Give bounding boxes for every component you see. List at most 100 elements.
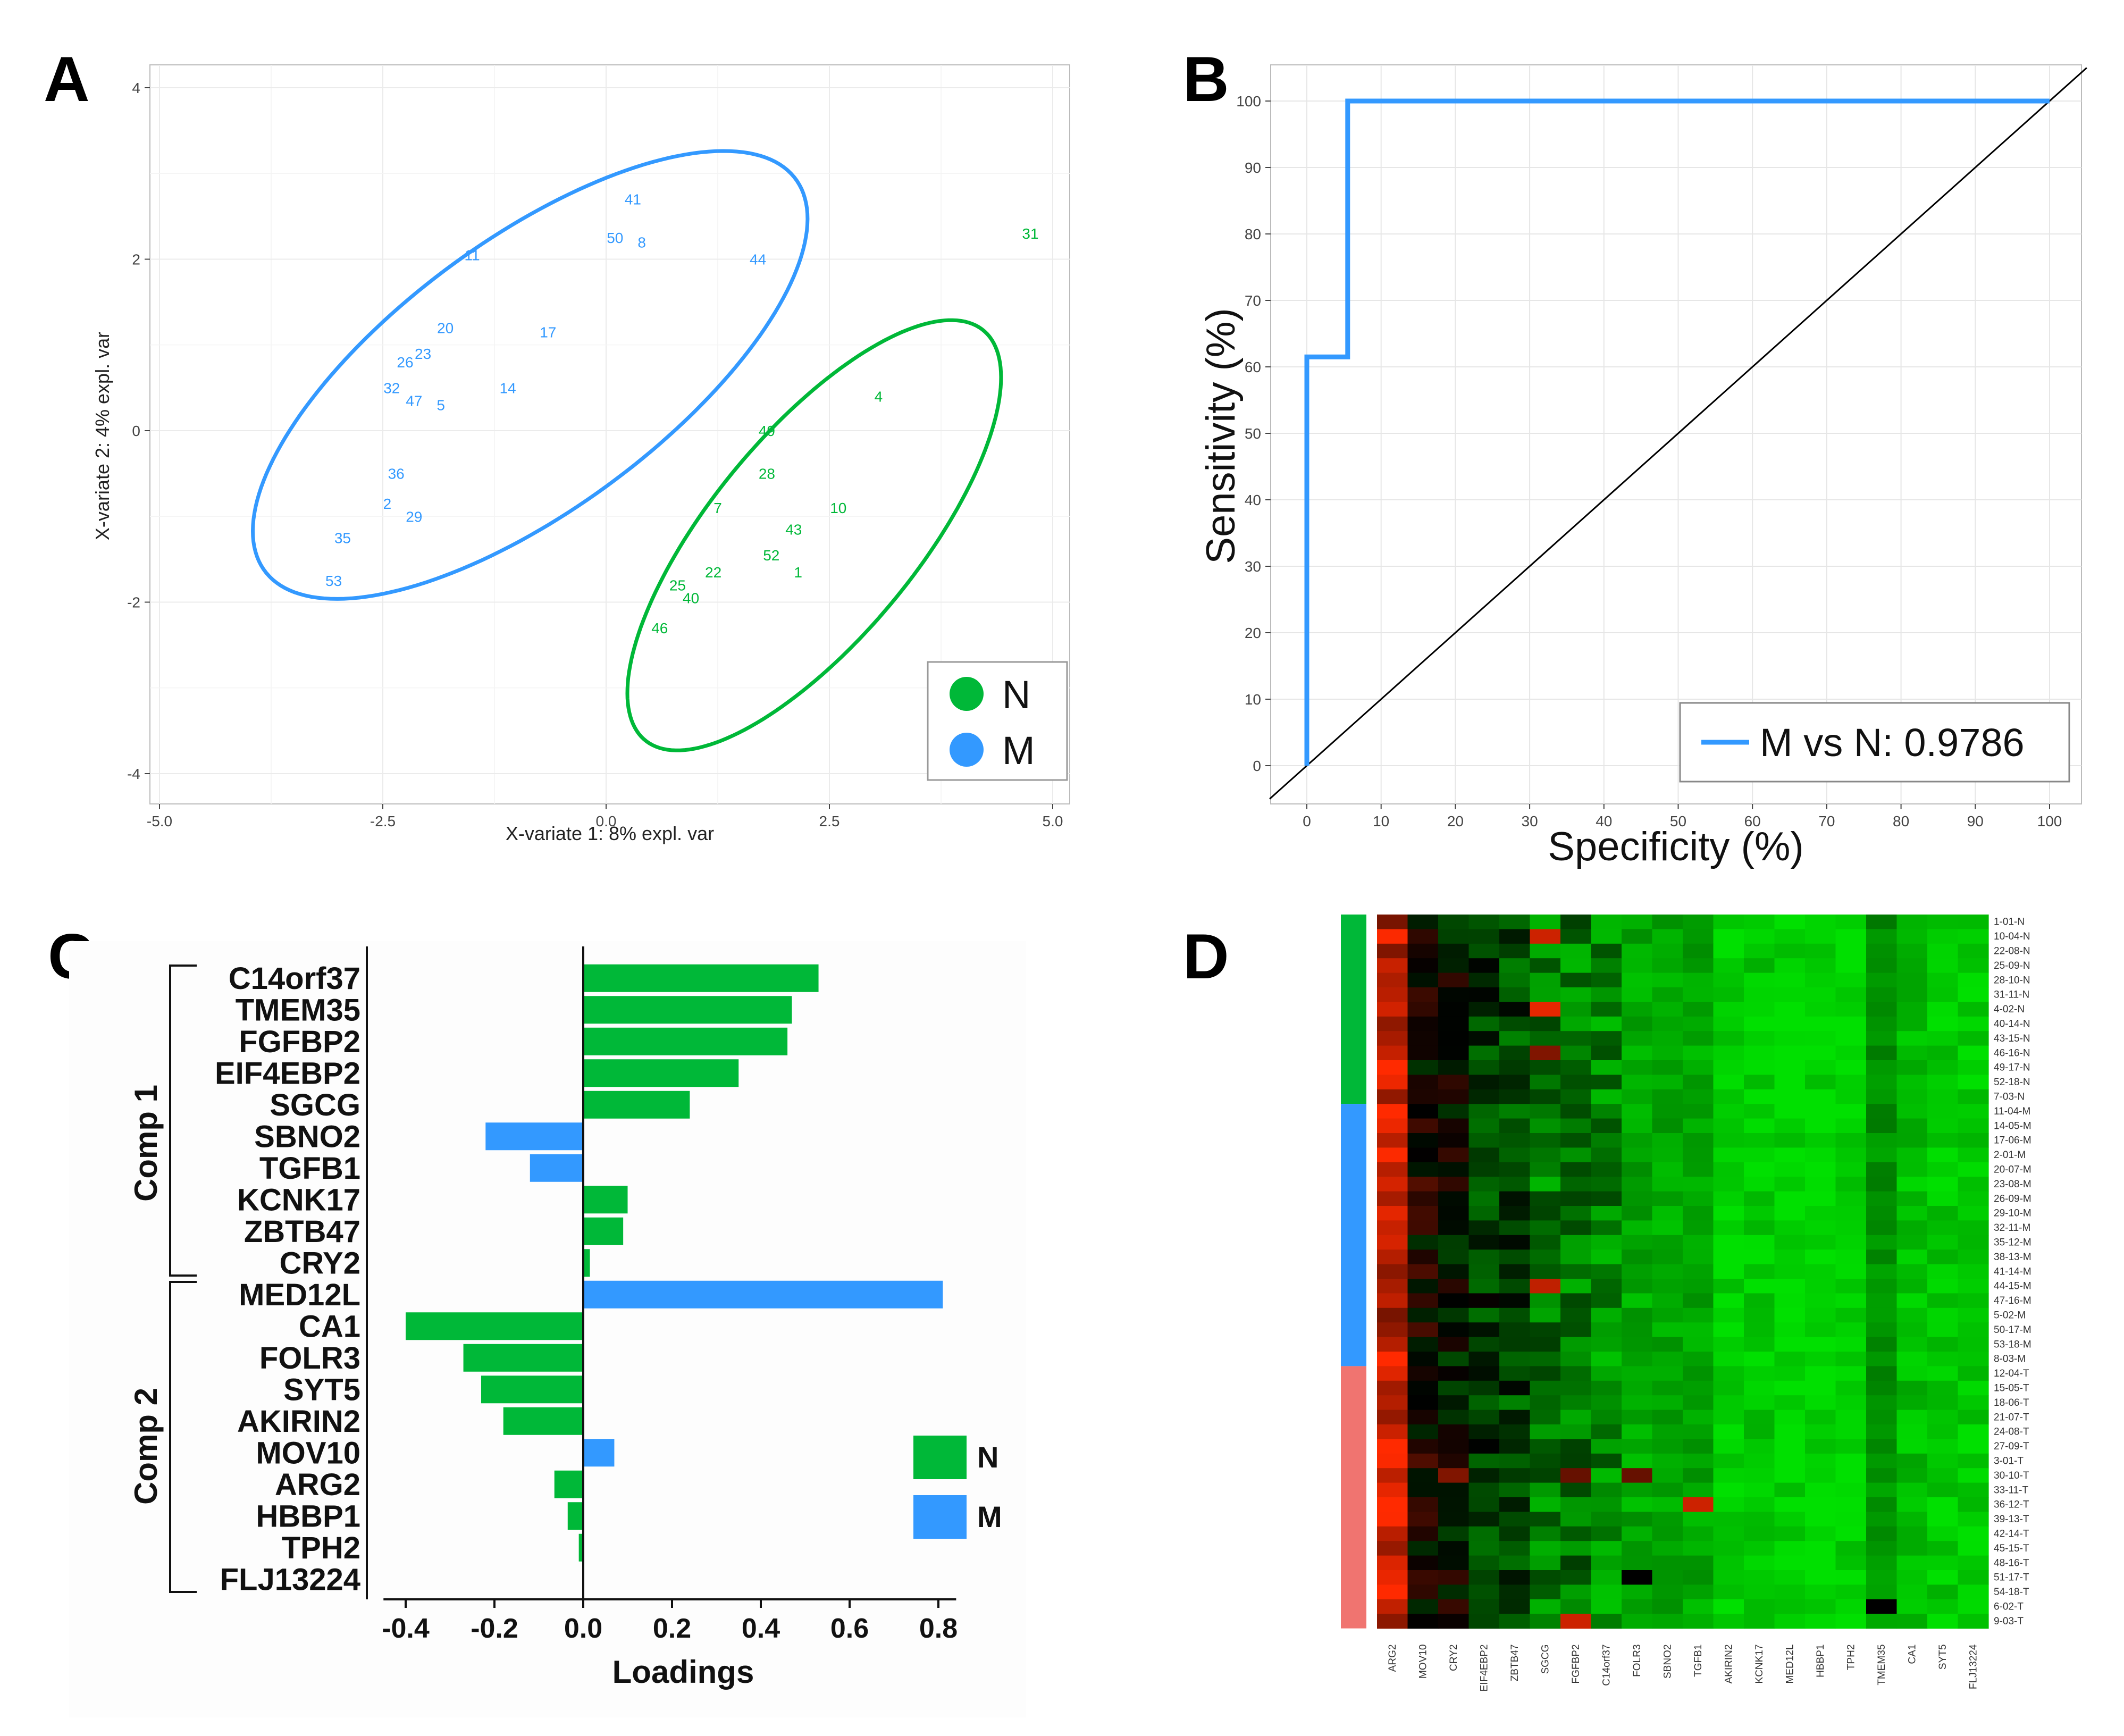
heatmap-cell bbox=[1866, 1279, 1898, 1294]
heatmap-cell bbox=[1407, 1264, 1439, 1279]
heatmap-cell bbox=[1744, 1497, 1775, 1512]
heatmap-cell bbox=[1744, 1555, 1775, 1571]
heatmap-cell bbox=[1805, 1279, 1836, 1294]
heatmap-cell bbox=[1774, 1410, 1806, 1425]
heatmap-cell bbox=[1683, 1570, 1714, 1585]
roc-x-axis-title: Specificity (%) bbox=[1548, 824, 1803, 869]
heatmap-cell bbox=[1713, 1599, 1744, 1614]
heatmap-cell bbox=[1683, 1060, 1714, 1075]
heatmap-cell bbox=[1744, 1366, 1775, 1381]
heatmap-cell bbox=[1896, 1118, 1928, 1134]
heatmap-cell bbox=[1591, 1089, 1622, 1104]
heatmap-cell bbox=[1468, 1002, 1500, 1017]
heatmap-row-label: 39-13-T bbox=[1994, 1514, 2029, 1525]
heatmap-cell bbox=[1622, 1002, 1653, 1017]
gene-label: FGFBP2 bbox=[239, 1025, 360, 1059]
heatmap-cell bbox=[1377, 1206, 1408, 1221]
heatmap-cell bbox=[1499, 1352, 1531, 1366]
sample-point: 40 bbox=[683, 590, 699, 606]
heatmap-cell bbox=[1805, 972, 1836, 988]
heatmap-cell bbox=[1744, 1614, 1775, 1629]
heatmap-cell bbox=[1530, 1075, 1561, 1090]
heatmap-cell bbox=[1407, 1249, 1439, 1265]
heatmap-cell bbox=[1713, 929, 1744, 944]
loading-bar bbox=[583, 964, 819, 992]
heatmap-cell bbox=[1652, 1177, 1683, 1192]
heatmap-cell bbox=[1805, 943, 1836, 959]
heatmap-cell bbox=[1377, 1162, 1408, 1177]
heatmap-cell bbox=[1683, 1468, 1714, 1483]
heatmap-cell bbox=[1377, 1279, 1408, 1294]
heatmap-cell bbox=[1805, 1206, 1836, 1221]
heatmap-cell bbox=[1744, 1206, 1775, 1221]
heatmap-cell bbox=[1530, 1147, 1561, 1163]
heatmap-cell bbox=[1407, 1147, 1439, 1163]
heatmap-row-label: 27-09-T bbox=[1994, 1441, 2029, 1452]
sample-point: 31 bbox=[1022, 225, 1038, 242]
heatmap-cell bbox=[1805, 1060, 1836, 1075]
heatmap-cell bbox=[1835, 1104, 1867, 1119]
scatter-y-axis-title: X-variate 2: 4% expl. var bbox=[91, 332, 113, 540]
heatmap-cell bbox=[1744, 958, 1775, 974]
heatmap-cell bbox=[1683, 1512, 1714, 1527]
heatmap-cell bbox=[1744, 1133, 1775, 1148]
heatmap-cell bbox=[1835, 1439, 1867, 1454]
roc-reference-diagonal bbox=[1269, 67, 2087, 800]
sample-point: 50 bbox=[607, 230, 623, 246]
heatmap-cell bbox=[1866, 1307, 1898, 1323]
roc-y-tick-label: 100 bbox=[1236, 93, 1261, 110]
heatmap-cell bbox=[1438, 1307, 1470, 1323]
heatmap-cell bbox=[1896, 1352, 1928, 1366]
heatmap-cell bbox=[1438, 1162, 1470, 1177]
heatmap-cell bbox=[1591, 1293, 1622, 1309]
heatmap-cell bbox=[1622, 1570, 1653, 1585]
heatmap-cell bbox=[1407, 1366, 1439, 1381]
heatmap-cell bbox=[1377, 1249, 1408, 1265]
heatmap-cell bbox=[1774, 1453, 1806, 1469]
scatter-y-tick-label: 4 bbox=[132, 80, 140, 96]
heatmap-cell bbox=[1774, 1016, 1806, 1031]
heatmap-cell bbox=[1896, 1162, 1928, 1177]
heatmap-cell bbox=[1744, 1162, 1775, 1177]
heatmap-cell bbox=[1377, 1002, 1408, 1017]
heatmap-cell bbox=[1774, 1104, 1806, 1119]
heatmap-cell bbox=[1744, 1584, 1775, 1600]
heatmap-cell bbox=[1377, 1352, 1408, 1366]
heatmap-cell bbox=[1438, 1060, 1470, 1075]
scatter-x-tick-label: -5.0 bbox=[147, 813, 172, 829]
heatmap-cell bbox=[1591, 1191, 1622, 1206]
heatmap-cell bbox=[1652, 1439, 1683, 1454]
roc-x-tick-label: 30 bbox=[1522, 813, 1538, 829]
heatmap-cell bbox=[1713, 958, 1744, 974]
heatmap-cell bbox=[1530, 943, 1561, 959]
heatmap-cell bbox=[1652, 1497, 1683, 1512]
heatmap-cell bbox=[1591, 1075, 1622, 1090]
heatmap-cell bbox=[1805, 1133, 1836, 1148]
heatmap-cell bbox=[1713, 1104, 1744, 1119]
heatmap-cell bbox=[1958, 1191, 1989, 1206]
heatmap-cell bbox=[1499, 1249, 1531, 1265]
heatmap-cell bbox=[1774, 1307, 1806, 1323]
heatmap-row-label: 50-17-M bbox=[1994, 1324, 2031, 1336]
loading-bar bbox=[463, 1344, 583, 1372]
sample-point: 32 bbox=[383, 380, 400, 396]
heatmap-cell bbox=[1407, 1526, 1439, 1541]
heatmap-cell bbox=[1468, 1162, 1500, 1177]
heatmap-cell bbox=[1744, 1016, 1775, 1031]
heatmap-cell bbox=[1622, 1512, 1653, 1527]
heatmap-cell bbox=[1744, 1512, 1775, 1527]
heatmap-cell bbox=[1958, 1482, 1989, 1498]
heatmap-cell bbox=[1896, 1235, 1928, 1250]
loading-bar bbox=[554, 1470, 583, 1498]
heatmap-cell bbox=[1377, 1395, 1408, 1411]
heatmap-cell bbox=[1499, 1075, 1531, 1090]
heatmap-cell bbox=[1652, 1235, 1683, 1250]
heatmap-cell bbox=[1377, 1366, 1408, 1381]
heatmap-cell bbox=[1683, 1089, 1714, 1104]
heatmap-cell bbox=[1530, 1424, 1561, 1439]
heatmap-cell bbox=[1958, 1497, 1989, 1512]
heatmap-cell bbox=[1927, 1045, 1959, 1061]
heatmap-cell bbox=[1835, 1016, 1867, 1031]
gene-label: SBNO2 bbox=[254, 1119, 360, 1154]
heatmap-cell bbox=[1744, 1307, 1775, 1323]
